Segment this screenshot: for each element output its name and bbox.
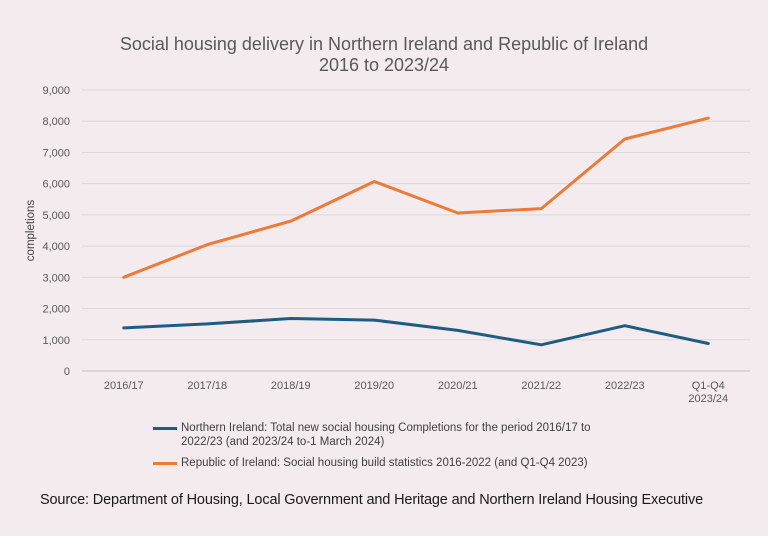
y-tick-label: 0 (64, 366, 70, 378)
series-line-republic-of-ireland (122, 116, 710, 279)
y-tick-label: 5,000 (42, 210, 70, 222)
source-note: Source: Department of Housing, Local Gov… (40, 492, 703, 508)
y-tick-label: 6,000 (42, 179, 70, 191)
y-tick-label: 3,000 (42, 272, 70, 284)
chart-subtitle: 2016 to 2023/24 (318, 55, 450, 75)
x-tick-label: 2020/21 (438, 380, 478, 392)
legend-swatch-republic-of-ireland (153, 462, 177, 465)
legend-label-northern-ireland-line1: Northern Ireland: Total new social housi… (181, 422, 591, 434)
x-tick-label: 2016/17 (104, 380, 144, 392)
x-tick-label: 2021/22 (521, 380, 561, 392)
y-tick-label: 2,000 (42, 304, 70, 316)
legend-label-republic-of-ireland: Republic of Ireland: Social housing buil… (181, 457, 588, 469)
line-chart: 0 1,000 2,000 3,000 4,000 5,000 6,000 7,000 8,00… (25, 85, 750, 405)
x-tick-label: 2019/20 (354, 380, 394, 392)
y-tick-label: 7,000 (42, 147, 70, 159)
y-tick-label: 8,000 (42, 116, 70, 128)
y-axis-title: completions (25, 200, 37, 262)
x-tick-label: 2023/24 (688, 393, 728, 405)
x-tick-label: 2017/18 (187, 380, 227, 392)
series-line-northern-ireland (122, 317, 710, 347)
x-tick-label: 2018/19 (271, 380, 311, 392)
y-tick-label: 9,000 (42, 85, 70, 97)
y-tick-label: 1,000 (42, 335, 70, 347)
y-tick-label: 4,000 (42, 241, 70, 253)
x-tick-label: 2022/23 (605, 380, 645, 392)
chart-title: Social housing delivery in Northern Irel… (119, 34, 649, 54)
legend-swatch-northern-ireland (153, 427, 177, 430)
x-tick-label: Q1-Q4 (692, 380, 725, 392)
legend-label-northern-ireland-line2: 2022/23 (and 2023/24 to-1 March 2024) (181, 436, 385, 448)
